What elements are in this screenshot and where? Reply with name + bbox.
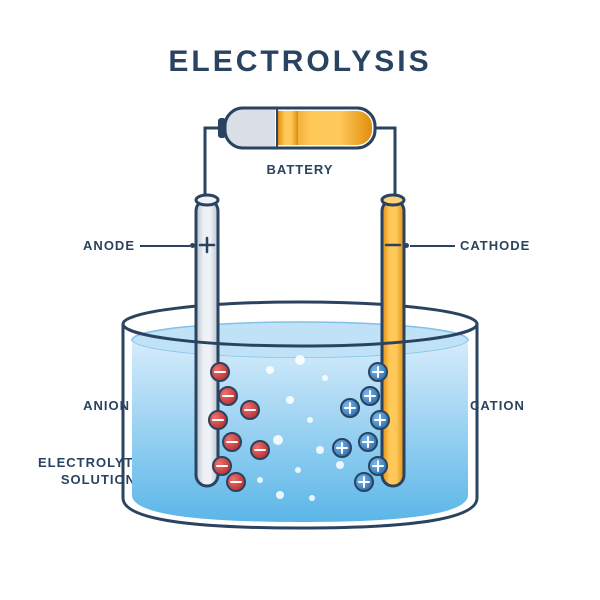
anode-electrode	[196, 195, 218, 486]
battery-icon	[218, 108, 375, 148]
cathode-electrode	[382, 195, 404, 486]
diagram-svg	[0, 0, 600, 600]
water-body	[132, 340, 468, 522]
diagram-root: ELECTROLYSIS BATTERY ANODE CATHODE ANION…	[0, 0, 600, 600]
